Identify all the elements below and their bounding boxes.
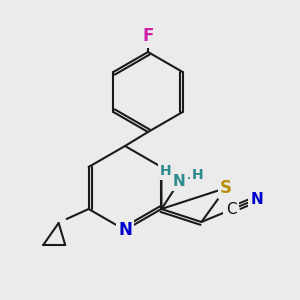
Text: N: N [173,173,186,188]
Text: C: C [226,202,236,217]
Text: N: N [118,221,132,239]
Text: H: H [192,168,203,182]
Text: S: S [220,179,232,197]
Text: F: F [142,27,154,45]
Text: H: H [160,164,171,178]
Text: N: N [250,192,263,207]
